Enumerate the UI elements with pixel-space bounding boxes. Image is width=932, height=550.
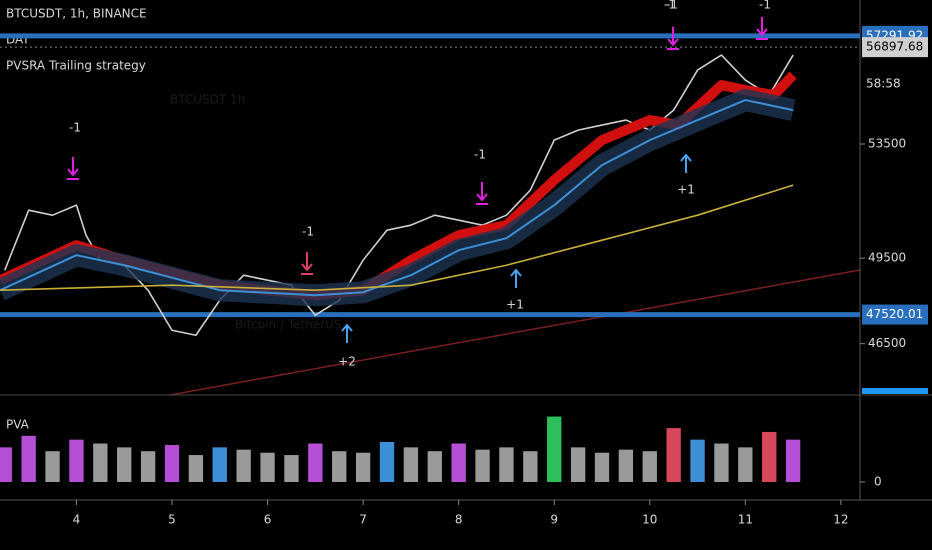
x-tick-label: 12 [833,513,848,527]
volume-bar [714,443,729,482]
y-tick-label: 0 [874,475,882,489]
x-tick-label: 9 [550,513,558,527]
price-label-box [862,304,928,325]
price-label: 56897.68 [866,40,923,54]
y-tick-label: 53500 [868,137,906,151]
volume-bar [427,451,442,482]
volume-bar [212,447,227,482]
x-tick-label: 5 [168,513,176,527]
x-tick-label: 10 [642,513,657,527]
annotation: -1 [474,148,486,162]
annotation: -1 [69,121,81,135]
x-tick-label: 7 [359,513,367,527]
x-tick-label: 11 [738,513,753,527]
volume-bar [642,451,657,482]
annotation: +1 [506,298,524,312]
watermark-sub: Bitcoin / TetherUS [235,318,342,332]
volume-bar [618,449,634,482]
y-tick-label: 46500 [868,336,906,350]
sell-arrow [476,182,488,205]
sell-arrow [67,157,79,180]
sell-arrow [301,252,313,275]
volume-bar [451,443,466,482]
axis-marker [862,388,928,394]
volume-bar [379,441,395,482]
volume-bar [762,431,777,482]
volume-bar [69,439,84,482]
annotation: +2 [338,355,356,369]
volume-bar [140,451,156,482]
price-label: 47520.01 [866,307,923,321]
volume-bar [403,447,419,482]
annotation: +1 [677,183,695,197]
annotation: -1 [666,0,678,12]
series-line [0,99,794,297]
volume-bar [594,452,610,482]
volume-bar [690,439,705,482]
buy-arrow [680,153,692,173]
volume-bar [570,447,586,482]
watermark: BTCUSDT 1h [170,93,245,107]
volume-bar [475,449,490,482]
annotation: -1 [664,0,676,12]
trendline [169,269,861,396]
volume-bar [523,451,538,482]
volume-bar [188,455,204,482]
volume-bar [284,455,299,482]
annotation: -1 [302,225,314,239]
pane-title: PVA [6,418,30,432]
volume-bar [45,451,60,482]
series-line [0,184,794,292]
volume-bar [499,447,514,482]
volume-bar [547,416,562,482]
volume-bar [236,449,251,482]
volume-bar [0,447,12,482]
buy-arrow [510,268,522,288]
volume-bar [355,452,371,482]
volume-bar [308,443,323,482]
volume-bar [332,451,347,482]
volume-bar [666,428,681,482]
symbol-label: BTCUSDT, 1h, BINANCE [6,7,147,21]
volume-bar [785,439,801,482]
countdown: 58:58 [866,77,901,91]
volume-bar [21,435,36,482]
sell-arrow [667,27,679,50]
volume-bar [738,447,753,482]
buy-arrow [341,323,353,343]
x-tick-label: 8 [455,513,463,527]
indicator-label: PVSRA Trailing strategy [6,59,146,73]
sell-arrow [756,17,768,40]
y-tick-label: 49500 [868,251,906,265]
volume-bar [260,452,275,482]
x-tick-label: 6 [264,513,272,527]
x-tick-label: 4 [73,513,81,527]
volume-bar [93,443,108,482]
volume-bar [117,447,132,482]
price-label-box [862,37,928,58]
volume-bar [164,445,180,482]
annotation: -1 [759,0,771,12]
